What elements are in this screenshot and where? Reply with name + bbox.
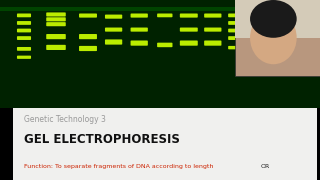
FancyBboxPatch shape bbox=[228, 36, 242, 40]
Bar bbox=[235, 0, 320, 38]
Text: GEL ELECTROPHORESIS: GEL ELECTROPHORESIS bbox=[24, 133, 180, 146]
FancyBboxPatch shape bbox=[228, 21, 242, 25]
Text: OR: OR bbox=[261, 164, 270, 169]
FancyBboxPatch shape bbox=[17, 56, 31, 59]
FancyBboxPatch shape bbox=[228, 14, 242, 17]
FancyBboxPatch shape bbox=[105, 39, 122, 45]
FancyBboxPatch shape bbox=[105, 28, 122, 32]
FancyBboxPatch shape bbox=[204, 28, 221, 32]
FancyBboxPatch shape bbox=[180, 28, 198, 32]
FancyBboxPatch shape bbox=[46, 34, 66, 39]
FancyBboxPatch shape bbox=[204, 40, 221, 46]
FancyBboxPatch shape bbox=[46, 17, 66, 21]
FancyBboxPatch shape bbox=[17, 36, 31, 40]
Bar bbox=[0, 7, 320, 11]
FancyBboxPatch shape bbox=[131, 28, 148, 32]
Ellipse shape bbox=[250, 11, 297, 64]
FancyBboxPatch shape bbox=[17, 29, 31, 32]
FancyBboxPatch shape bbox=[105, 15, 122, 19]
FancyBboxPatch shape bbox=[131, 14, 148, 18]
FancyBboxPatch shape bbox=[79, 46, 97, 51]
FancyBboxPatch shape bbox=[180, 14, 198, 18]
FancyBboxPatch shape bbox=[79, 14, 97, 18]
Text: Genetic Technology 3: Genetic Technology 3 bbox=[24, 115, 106, 124]
FancyBboxPatch shape bbox=[180, 40, 198, 46]
Bar bbox=[13, 108, 317, 180]
FancyBboxPatch shape bbox=[46, 22, 66, 26]
Text: Function: To separate fragments of DNA according to length: Function: To separate fragments of DNA a… bbox=[24, 164, 215, 169]
Bar bbox=[0, 0, 320, 108]
Bar bbox=[235, 0, 320, 76]
FancyBboxPatch shape bbox=[157, 14, 172, 17]
FancyBboxPatch shape bbox=[17, 14, 31, 17]
FancyBboxPatch shape bbox=[46, 45, 66, 50]
FancyBboxPatch shape bbox=[131, 40, 148, 46]
FancyBboxPatch shape bbox=[157, 43, 172, 47]
FancyBboxPatch shape bbox=[228, 46, 242, 49]
FancyBboxPatch shape bbox=[204, 14, 221, 18]
Ellipse shape bbox=[250, 0, 297, 38]
FancyBboxPatch shape bbox=[17, 47, 31, 51]
FancyBboxPatch shape bbox=[79, 34, 97, 39]
FancyBboxPatch shape bbox=[252, 49, 266, 53]
FancyBboxPatch shape bbox=[17, 21, 31, 25]
FancyBboxPatch shape bbox=[228, 29, 242, 32]
FancyBboxPatch shape bbox=[46, 12, 66, 17]
